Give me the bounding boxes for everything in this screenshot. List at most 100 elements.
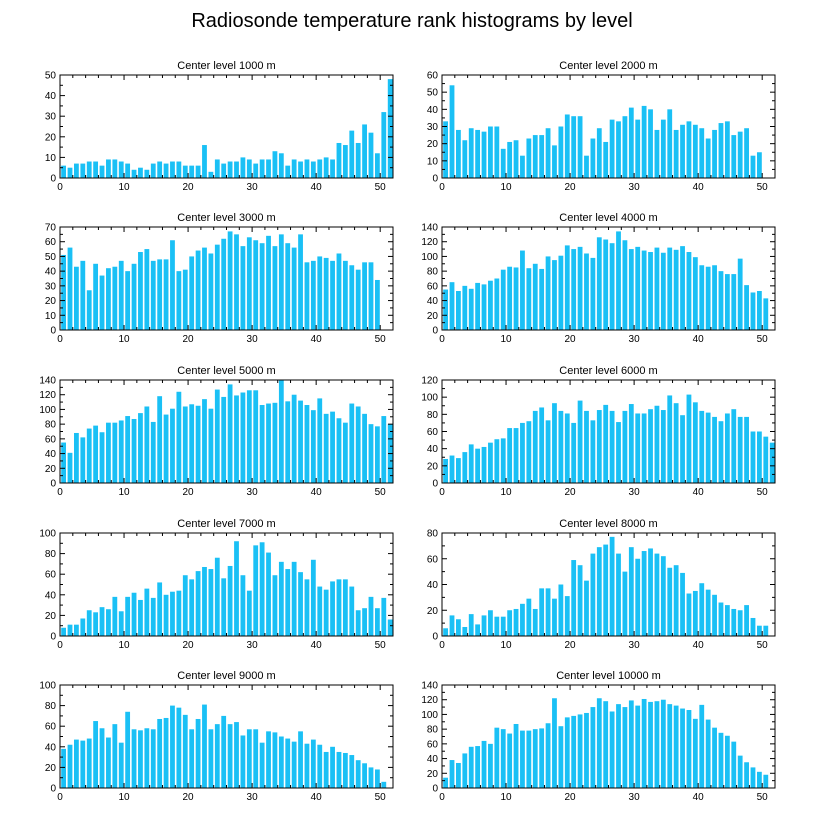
panel-7: Center level 8000 m 0 10 20 30 40 50 0 20 40 60 80 bbox=[427, 518, 776, 651]
bar bbox=[323, 257, 329, 330]
bar bbox=[234, 541, 239, 636]
bar bbox=[349, 130, 355, 178]
panel-0: Center level 1000 m 0 10 20 30 40 50 0 10 20 30 40 5… bbox=[45, 60, 394, 193]
y-tick-label: 100 bbox=[39, 529, 56, 540]
bar bbox=[285, 569, 291, 636]
bar bbox=[500, 616, 506, 636]
bar bbox=[150, 729, 156, 788]
y-tick-label: 20 bbox=[427, 311, 439, 322]
bar bbox=[660, 556, 666, 636]
bar bbox=[170, 591, 175, 636]
bar bbox=[596, 128, 602, 178]
y-tick-label: 100 bbox=[421, 710, 438, 721]
bar bbox=[654, 129, 660, 178]
bar bbox=[443, 458, 449, 483]
y-tick-label: 10 bbox=[427, 156, 439, 167]
bar bbox=[609, 119, 615, 178]
y-tick-label: 120 bbox=[421, 695, 438, 706]
bar bbox=[641, 413, 647, 483]
y-tick-label: 50 bbox=[427, 88, 439, 99]
bar bbox=[744, 285, 749, 330]
bar bbox=[449, 455, 455, 483]
bar bbox=[368, 596, 374, 636]
x-tick-label: 30 bbox=[629, 334, 641, 345]
bar bbox=[157, 259, 163, 330]
bar bbox=[266, 403, 271, 483]
x-tick-label: 40 bbox=[311, 182, 323, 193]
y-tick-label: 80 bbox=[45, 701, 57, 712]
bar bbox=[80, 163, 86, 178]
bar bbox=[374, 769, 380, 788]
bar bbox=[750, 767, 756, 788]
bar bbox=[526, 268, 532, 330]
bar bbox=[520, 603, 525, 636]
bar bbox=[221, 238, 227, 330]
bar bbox=[603, 404, 609, 483]
bar bbox=[481, 740, 487, 788]
bar bbox=[449, 282, 455, 330]
bar bbox=[648, 252, 653, 330]
bar bbox=[539, 588, 545, 636]
bar bbox=[374, 279, 380, 330]
bar bbox=[468, 128, 474, 178]
y-tick-label: 80 bbox=[427, 529, 439, 540]
y-tick-label: 40 bbox=[427, 580, 439, 591]
bar bbox=[526, 138, 532, 178]
bar bbox=[323, 157, 329, 178]
bar bbox=[526, 421, 532, 483]
bar bbox=[291, 247, 297, 330]
bar bbox=[80, 618, 86, 636]
bar bbox=[756, 625, 762, 636]
bar bbox=[74, 163, 79, 178]
bar bbox=[641, 105, 647, 178]
bar bbox=[112, 266, 118, 330]
bar bbox=[513, 428, 519, 483]
bar bbox=[74, 624, 79, 636]
y-tick-label: 0 bbox=[432, 174, 438, 185]
bar bbox=[317, 586, 323, 636]
bar bbox=[494, 727, 500, 788]
bar bbox=[616, 704, 621, 788]
bar bbox=[195, 250, 201, 330]
bar bbox=[590, 553, 596, 636]
bar bbox=[189, 404, 195, 483]
y-tick-label: 30 bbox=[427, 122, 439, 133]
bar bbox=[208, 408, 214, 483]
bar bbox=[571, 715, 577, 788]
bar bbox=[552, 403, 557, 483]
bar bbox=[680, 415, 685, 483]
bar bbox=[596, 547, 602, 636]
bar bbox=[93, 721, 99, 788]
bar bbox=[374, 608, 380, 636]
x-tick-label: 30 bbox=[247, 182, 259, 193]
bar bbox=[355, 760, 361, 788]
x-tick-label: 0 bbox=[57, 640, 63, 651]
bar bbox=[234, 234, 239, 330]
bar bbox=[214, 244, 220, 330]
bar bbox=[724, 735, 730, 788]
x-tick-label: 0 bbox=[439, 487, 445, 498]
bar bbox=[355, 406, 361, 483]
bar bbox=[609, 243, 615, 330]
bar bbox=[234, 395, 239, 483]
x-tick-label: 10 bbox=[500, 182, 512, 193]
bar bbox=[310, 739, 316, 788]
bar bbox=[532, 729, 538, 788]
x-tick-label: 10 bbox=[118, 182, 130, 193]
x-tick-label: 40 bbox=[311, 487, 323, 498]
x-tick-label: 10 bbox=[118, 640, 130, 651]
bar bbox=[125, 163, 131, 178]
bar bbox=[214, 557, 220, 636]
bar bbox=[705, 138, 711, 178]
bar bbox=[266, 235, 271, 330]
bar bbox=[144, 588, 150, 636]
bar bbox=[744, 416, 749, 483]
bar bbox=[763, 625, 769, 636]
bar bbox=[686, 252, 692, 330]
bar bbox=[667, 395, 673, 483]
bar bbox=[304, 579, 310, 636]
bar bbox=[323, 751, 329, 788]
bar bbox=[705, 589, 711, 636]
bar bbox=[680, 708, 685, 788]
y-tick-label: 140 bbox=[421, 681, 438, 692]
